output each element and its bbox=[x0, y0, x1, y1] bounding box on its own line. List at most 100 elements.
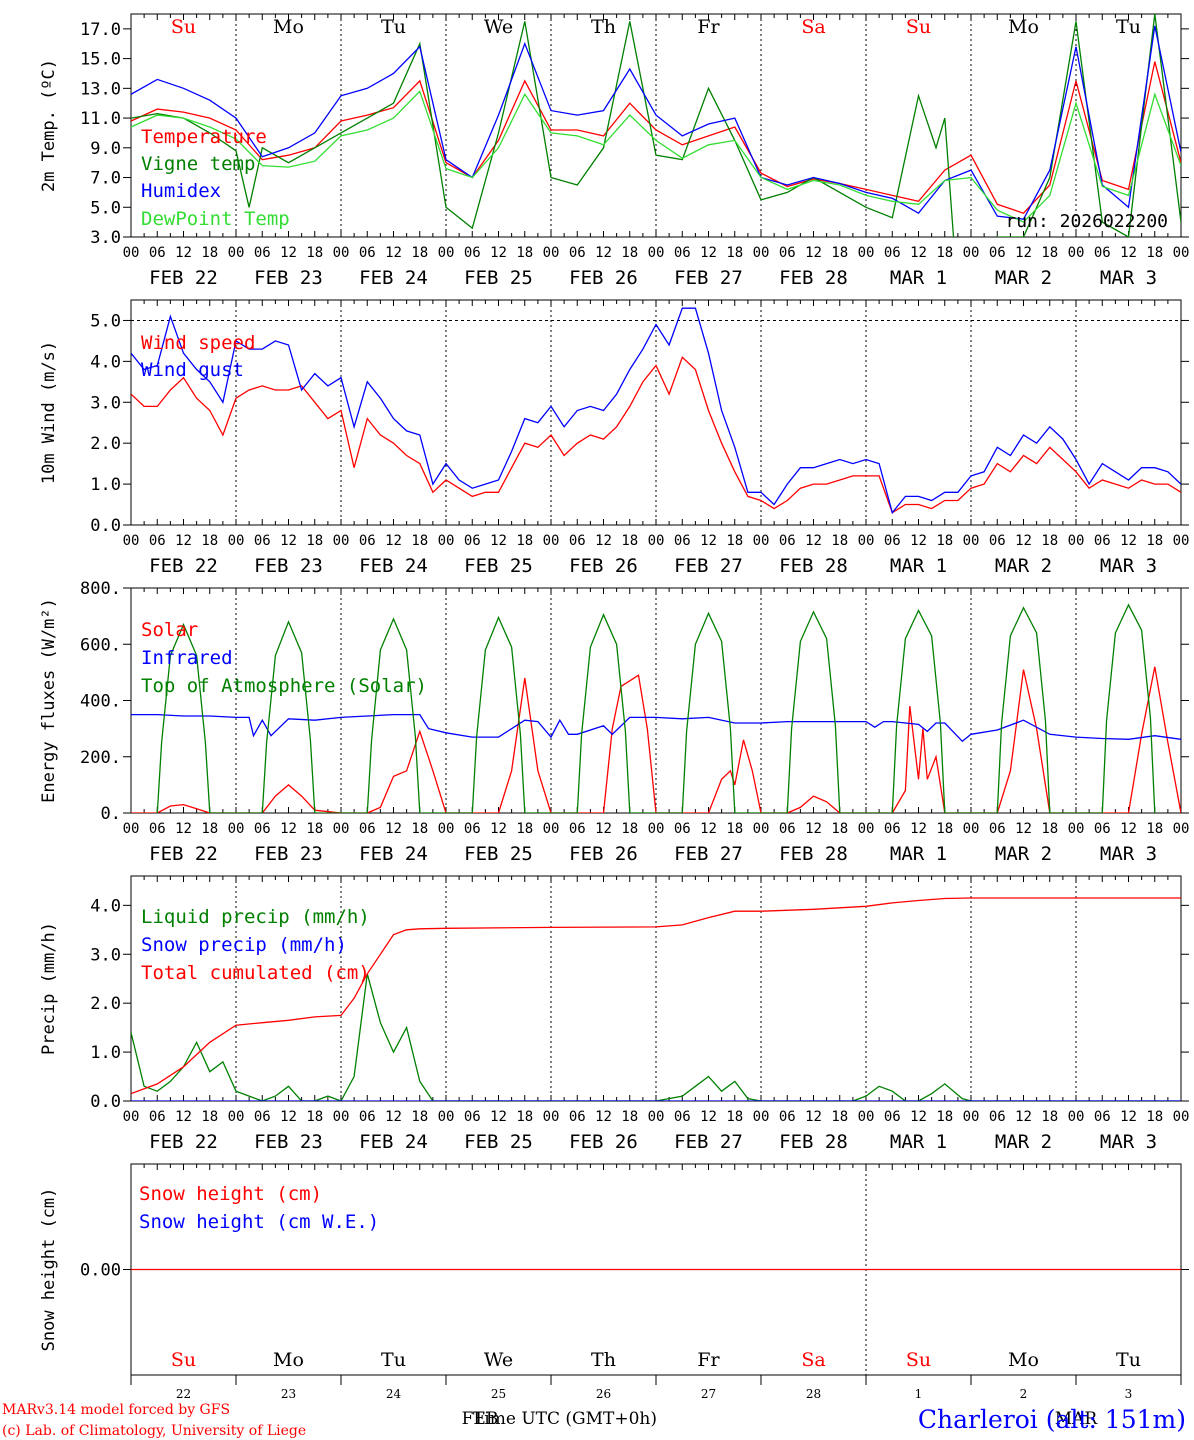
x-date-label: FEB 28 bbox=[779, 555, 848, 577]
day-of-week-label: Th bbox=[591, 16, 616, 38]
x-date-label: FEB 27 bbox=[674, 555, 743, 577]
x-hour-label: 18 bbox=[831, 821, 848, 837]
x-date-label: MAR 1 bbox=[890, 1131, 947, 1153]
x-hour-label: 12 bbox=[910, 821, 927, 837]
x-date-label: MAR 2 bbox=[995, 267, 1052, 289]
x-hour-label: 18 bbox=[831, 1109, 848, 1125]
x-hour-label: 12 bbox=[280, 533, 297, 549]
x-hour-label: 06 bbox=[884, 533, 901, 549]
x-date-label: FEB 27 bbox=[674, 1131, 743, 1153]
x-hour-label: 00 bbox=[333, 1109, 350, 1125]
x-hour-label: 00 bbox=[333, 821, 350, 837]
x-date-label: FEB 24 bbox=[359, 1131, 428, 1153]
x-hour-label: 06 bbox=[674, 821, 691, 837]
day-of-week-label: Mo bbox=[1008, 16, 1039, 38]
day-number-label: 24 bbox=[386, 1387, 402, 1401]
x-hour-label: 00 bbox=[123, 533, 140, 549]
x-hour-label: 06 bbox=[359, 533, 376, 549]
day-number-label: 23 bbox=[281, 1387, 296, 1401]
x-hour-label: 06 bbox=[779, 1109, 796, 1125]
x-date-label: FEB 24 bbox=[359, 555, 428, 577]
y-tick-label: 5.0 bbox=[90, 198, 121, 218]
x-hour-label: 12 bbox=[280, 245, 297, 261]
x-date-label: MAR 2 bbox=[995, 555, 1052, 577]
x-hour-label: 18 bbox=[201, 1109, 218, 1125]
x-hour-label: 00 bbox=[543, 245, 560, 261]
x-hour-label: 12 bbox=[700, 533, 717, 549]
day-of-week-label: Th bbox=[591, 1349, 616, 1371]
x-hour-label: 00 bbox=[543, 533, 560, 549]
day-of-week-label: Tu bbox=[1116, 16, 1141, 38]
x-hour-label: 18 bbox=[726, 245, 743, 261]
day-of-week-label: Tu bbox=[1116, 1349, 1141, 1371]
y-tick-label: 5.0 bbox=[90, 311, 121, 331]
x-hour-label: 18 bbox=[936, 1109, 953, 1125]
day-number-label: 1 bbox=[915, 1387, 923, 1401]
x-hour-label: 00 bbox=[1068, 821, 1085, 837]
x-hour-label: 18 bbox=[411, 533, 428, 549]
x-hour-label: 12 bbox=[280, 1109, 297, 1125]
x-hour-label: 00 bbox=[753, 245, 770, 261]
x-hour-label: 12 bbox=[280, 821, 297, 837]
legend-entry: DewPoint Temp bbox=[141, 208, 290, 230]
legend-entry: Snow height (cm W.E.) bbox=[139, 1211, 379, 1233]
x-hour-label: 18 bbox=[1146, 245, 1163, 261]
x-hour-label: 00 bbox=[1068, 1109, 1085, 1125]
y-tick-label: 9.0 bbox=[90, 139, 121, 159]
day-number-label: 25 bbox=[491, 1387, 506, 1401]
y-tick-label: 15.0 bbox=[80, 50, 121, 70]
x-hour-label: 12 bbox=[1015, 245, 1032, 261]
x-hour-label: 18 bbox=[831, 245, 848, 261]
x-hour-label: 06 bbox=[674, 245, 691, 261]
x-hour-label: 12 bbox=[1120, 533, 1137, 549]
x-hour-label: 00 bbox=[333, 245, 350, 261]
x-hour-label: 06 bbox=[254, 821, 271, 837]
x-date-label: FEB 28 bbox=[779, 843, 848, 865]
x-hour-label: 00 bbox=[648, 821, 665, 837]
y-tick-label: 0.00 bbox=[80, 1261, 121, 1281]
day-number-label: 27 bbox=[701, 1387, 716, 1401]
x-hour-label: 06 bbox=[254, 1109, 271, 1125]
y-axis-label: 10m Wind (m/s) bbox=[39, 341, 59, 484]
series-group bbox=[131, 897, 1181, 1095]
day-of-week-label: Su bbox=[171, 1349, 196, 1371]
series-group bbox=[131, 307, 1181, 515]
x-hour-label: 00 bbox=[228, 533, 245, 549]
x-hour-label: 12 bbox=[805, 821, 822, 837]
x-hour-label: 12 bbox=[490, 245, 507, 261]
x-hour-label: 00 bbox=[123, 245, 140, 261]
y-axis-label: Precip (mm/h) bbox=[39, 922, 59, 1055]
x-hour-label: 12 bbox=[490, 821, 507, 837]
x-date-label: FEB 26 bbox=[569, 1131, 638, 1153]
month-label: FEB bbox=[462, 1409, 499, 1429]
x-hour-label: 12 bbox=[910, 1109, 927, 1125]
day-of-week-label: Su bbox=[171, 16, 196, 38]
y-tick-label: 2.0 bbox=[90, 994, 121, 1014]
day-number-label: 3 bbox=[1125, 1387, 1133, 1401]
series-group bbox=[156, 603, 1156, 813]
x-date-label: FEB 24 bbox=[359, 843, 428, 865]
x-hour-label: 00 bbox=[1173, 1109, 1190, 1125]
x-hour-label: 06 bbox=[464, 1109, 481, 1125]
x-hour-label: 18 bbox=[936, 821, 953, 837]
x-hour-label: 00 bbox=[228, 821, 245, 837]
x-hour-label: 12 bbox=[385, 821, 402, 837]
x-hour-label: 18 bbox=[621, 533, 638, 549]
x-date-label: FEB 22 bbox=[149, 843, 218, 865]
legend-entry: Top of Atmosphere (Solar) bbox=[141, 675, 427, 697]
x-date-label: FEB 22 bbox=[149, 267, 218, 289]
x-hour-label: 12 bbox=[700, 245, 717, 261]
x-date-label: FEB 23 bbox=[254, 843, 323, 865]
day-of-week-label: Mo bbox=[273, 16, 304, 38]
series-group bbox=[131, 713, 1181, 743]
x-hour-label: 12 bbox=[175, 245, 192, 261]
legend-entry: Liquid precip (mm/h) bbox=[141, 906, 370, 928]
x-hour-label: 18 bbox=[306, 1109, 323, 1125]
x-hour-label: 06 bbox=[1094, 245, 1111, 261]
x-date-label: MAR 1 bbox=[890, 843, 947, 865]
x-hour-label: 06 bbox=[884, 1109, 901, 1125]
x-hour-label: 12 bbox=[385, 1109, 402, 1125]
x-hour-label: 18 bbox=[306, 245, 323, 261]
x-hour-label: 00 bbox=[228, 1109, 245, 1125]
